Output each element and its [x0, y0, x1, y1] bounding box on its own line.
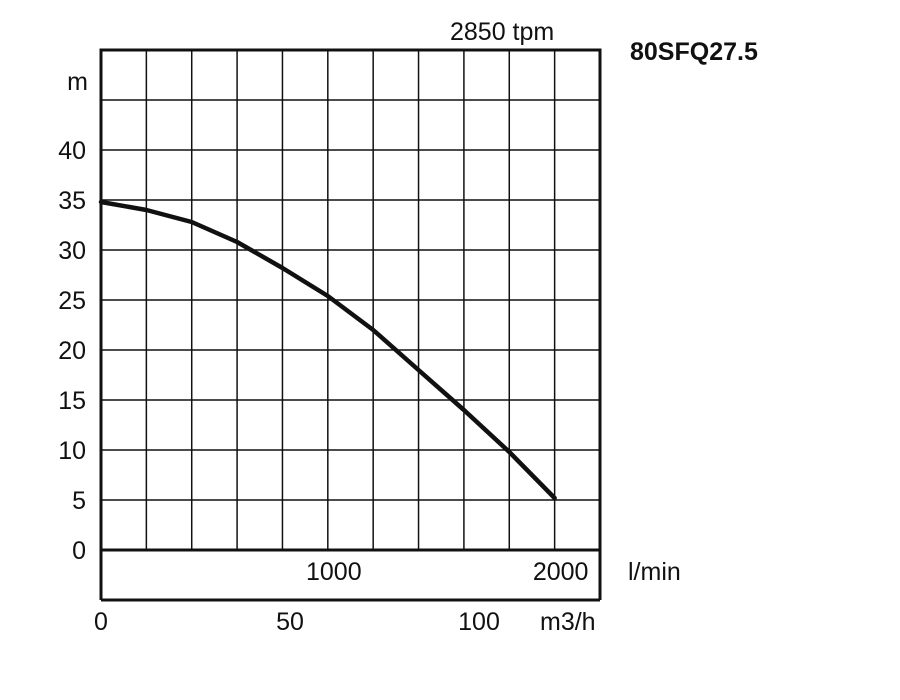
y-tick-label: 0 — [72, 537, 86, 565]
y-tick-label: 5 — [72, 487, 86, 515]
plot-border — [99, 48, 602, 552]
y-tick-label: 25 — [58, 287, 86, 315]
x2-tick-label: 0 — [94, 608, 108, 636]
x2-tick-label: 100 — [458, 608, 500, 636]
x-tick-label: 1000 — [306, 558, 362, 586]
y-tick-labels: 0 5 10 15 20 25 30 35 40 — [58, 137, 86, 565]
grid-lines — [101, 50, 600, 550]
y-tick-label: 10 — [58, 437, 86, 465]
y-axis-label: m — [67, 68, 88, 96]
y-tick-label: 35 — [58, 187, 86, 215]
head-flow-curve — [98, 199, 557, 501]
chart-subtitle: 2850 tpm — [450, 18, 554, 46]
x-tick-label: 2000 — [533, 558, 589, 586]
x2-tick-labels: 0 50 100 — [94, 608, 500, 636]
y-tick-label: 40 — [58, 137, 86, 165]
x-axis-label: l/min — [628, 558, 681, 586]
x2-tick-label: 50 — [276, 608, 304, 636]
y-tick-label: 15 — [58, 387, 86, 415]
y-tick-label: 30 — [58, 237, 86, 265]
y-tick-label: 20 — [58, 337, 86, 365]
chart-title: 80SFQ27.5 — [630, 38, 758, 66]
x-tick-labels: 1000 2000 — [306, 558, 588, 586]
x2-axis-label: m3/h — [540, 608, 596, 636]
chart-frame — [99, 48, 602, 602]
